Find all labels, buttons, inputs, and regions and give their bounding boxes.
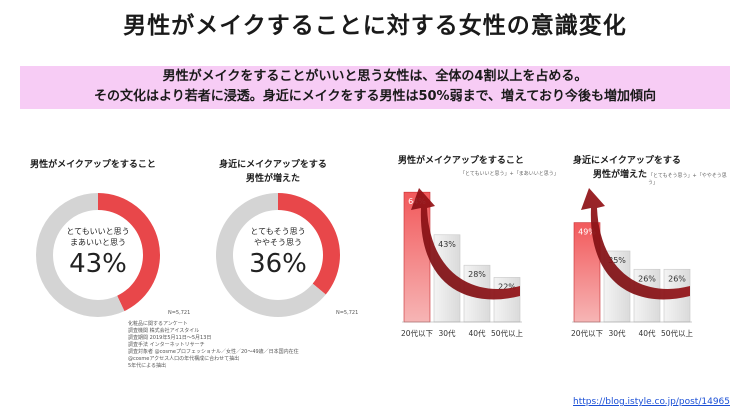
donut-left-slice-0 bbox=[98, 193, 160, 312]
source-link[interactable]: https://blog.istyle.co.jp/post/14965 bbox=[573, 397, 730, 407]
bar-left-bar-3 bbox=[493, 277, 521, 323]
banner-line-2: その文化はより若者に浸透。身近にメイクをする男性は50%弱まで、増えており今後も… bbox=[93, 89, 657, 104]
donut-panel: 男性がメイクアップをすること 身近にメイクアップをする 男性が増えた とてもいい… bbox=[18, 148, 363, 378]
donut-right-heading-line1: 身近にメイクアップをする bbox=[219, 160, 327, 170]
donut-right-sub2: ややそう思う bbox=[254, 238, 302, 247]
bar-right-category-label-2: 40代 bbox=[638, 328, 656, 338]
donut-left-slice-1 bbox=[36, 193, 125, 317]
donut-right-slice-0 bbox=[278, 193, 340, 295]
bar-right-value-label-1: 35% bbox=[608, 256, 626, 265]
donut-right-heading: 身近にメイクアップをする 男性が増えた bbox=[208, 158, 338, 186]
bar-charts: 64%20代以下43%30代28%40代22%50代以上49%20代以下35%3… bbox=[401, 188, 694, 338]
survey-notes: 化粧品に関するアンケート 調査機関 株式会社アイスタイル 調査期間 2019年5… bbox=[128, 321, 299, 369]
donut-right-slice-1 bbox=[215, 193, 326, 317]
donut-left-heading: 男性がメイクアップをすること bbox=[30, 160, 156, 170]
bar-right-heading-1: 身近にメイクアップをする bbox=[573, 156, 681, 166]
donut-left-percent: 43% bbox=[69, 249, 127, 279]
bar-left-category-label-0: 20代以下 bbox=[401, 328, 434, 338]
bar-left-category-label-1: 30代 bbox=[438, 328, 456, 338]
bar-right-value-label-2: 26% bbox=[638, 274, 656, 283]
banner-line-1: 男性がメイクをすることがいいと思う女性は、全体の4割以上を占める。 bbox=[162, 69, 588, 84]
bar-left-note: 「とてもいいと思う」+「まあいいと思う」 bbox=[460, 171, 559, 177]
donut-chart-right bbox=[215, 193, 340, 317]
bar-right-value-label-0: 49% bbox=[578, 228, 596, 237]
donut-left-n: N=5,721 bbox=[168, 310, 191, 316]
donut-right-center: とてもそう思う ややそう思う 36% bbox=[238, 226, 318, 280]
bar-left-value-label-3: 22% bbox=[498, 282, 516, 291]
summary-banner: 男性がメイクをすることがいいと思う女性は、全体の4割以上を占める。 その文化はよ… bbox=[20, 66, 730, 109]
donut-right-sub1: とてもそう思う bbox=[250, 227, 306, 236]
bar-left-category-label-3: 50代以上 bbox=[491, 328, 524, 338]
donut-left-sub1: とてもいいと思う bbox=[66, 227, 130, 236]
bar-left-category-label-2: 40代 bbox=[468, 328, 486, 338]
bar-right-value-label-3: 26% bbox=[668, 274, 686, 283]
donut-right-percent: 36% bbox=[249, 249, 307, 279]
bar-left-trend-arrow-icon bbox=[411, 188, 520, 300]
bar-right-trend-arrow-icon bbox=[581, 188, 690, 300]
donut-right-heading-line2: 男性が増えた bbox=[245, 174, 300, 184]
bar-right-category-label-1: 30代 bbox=[608, 328, 626, 338]
bar-right-category-label-0: 20代以下 bbox=[571, 328, 604, 338]
bar-left-value-label-1: 43% bbox=[438, 240, 456, 249]
bar-right-category-label-3: 50代以上 bbox=[661, 328, 694, 338]
bar-right-heading-2: 男性が増えた bbox=[593, 170, 648, 180]
donut-chart-left bbox=[36, 193, 160, 317]
bar-right-note: 「とてもそう思う」+「ややそう思う」 bbox=[648, 173, 727, 186]
page-title: 男性がメイクすることに対する女性の意識変化 bbox=[123, 13, 627, 39]
bar-panel: 男性がメイクアップをすること 「とてもいいと思う」+「まあいいと思う」 身近にメ… bbox=[398, 150, 733, 380]
bar-left-value-label-2: 28% bbox=[468, 270, 486, 279]
donut-right-n: N=5,721 bbox=[336, 310, 359, 316]
donut-left-sub2: まあいいと思う bbox=[70, 238, 126, 247]
donut-left-center: とてもいいと思う まあいいと思う 43% bbox=[58, 226, 138, 280]
bar-left-heading: 男性がメイクアップをすること bbox=[398, 156, 524, 166]
